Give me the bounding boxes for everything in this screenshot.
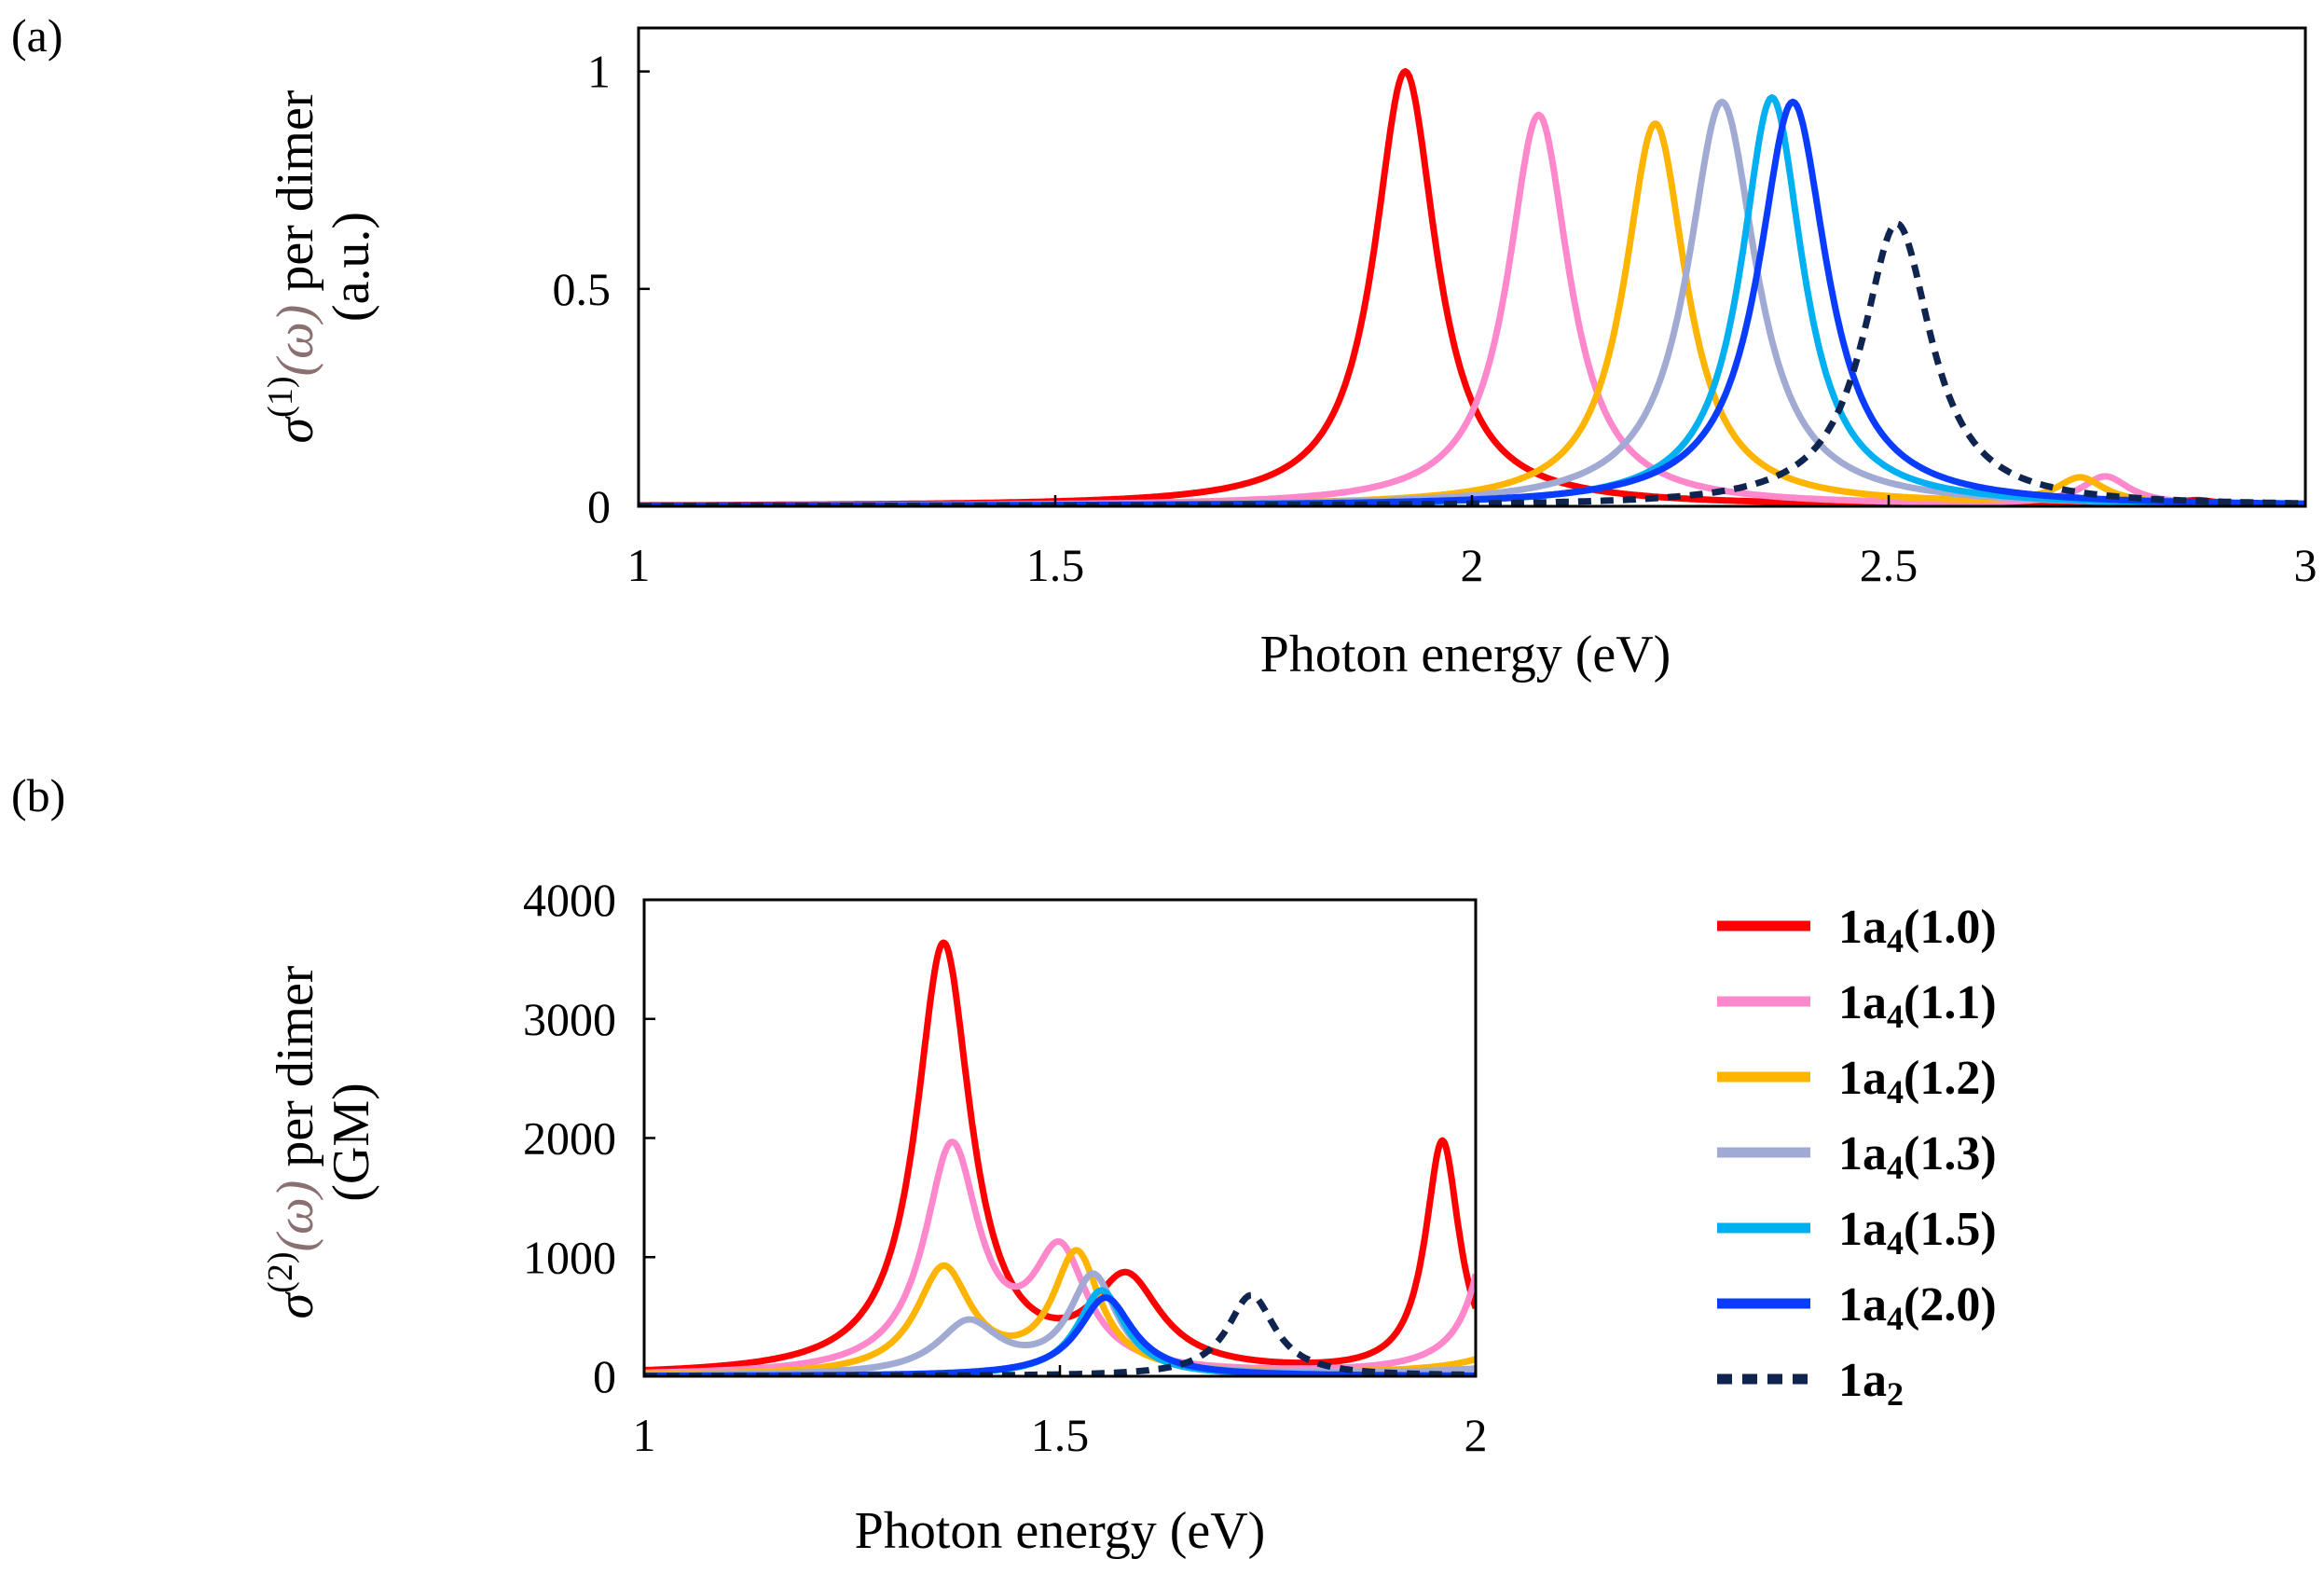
series-group-a — [639, 68, 2305, 506]
x-tick-label-b: 1 — [633, 1409, 656, 1461]
series-line-a-1a4-1-0 — [639, 68, 2305, 506]
y-axis-unit-a: (a.u.) — [323, 212, 380, 322]
y-axis-title-b: σ(2)(ω) per dimer — [261, 965, 324, 1318]
y-axis-argument: (ω) — [267, 305, 324, 377]
y-tick-label-a: 0 — [587, 480, 611, 532]
plot-frame-a — [637, 26, 2307, 508]
series-line-b-1a4-1-0 — [644, 939, 1476, 1373]
y-axis-order: (2) — [261, 1252, 300, 1293]
y-axis-text: per dimer — [267, 965, 324, 1180]
x-tick-label-a: 1.5 — [1026, 539, 1085, 591]
y-axis-symbol: σ — [267, 1290, 324, 1318]
x-axis-title-b: Photon energy (eV) — [855, 1502, 1266, 1560]
legend-label-3: 1a4(1.3) — [1838, 1127, 1997, 1186]
x-tick-label-b: 1.5 — [1031, 1409, 1090, 1461]
series-line-a-1a4-1-5 — [639, 94, 2305, 506]
x-tick-label-b: 2 — [1465, 1409, 1488, 1461]
x-tick-label-a: 1 — [627, 539, 651, 591]
y-axis-text: per dimer — [267, 90, 324, 304]
series-line-a-1a4-2-0 — [639, 98, 2305, 506]
x-tick-label-a: 2.5 — [1860, 539, 1918, 591]
y-tick-label-b: 4000 — [523, 874, 616, 926]
x-axis-title-a: Photon energy (eV) — [1260, 626, 1671, 683]
legend-label-2: 1a4(1.2) — [1838, 1052, 1997, 1111]
legend-label-0: 1a4(1.0) — [1838, 901, 1997, 959]
y-tick-label-b: 1000 — [523, 1231, 616, 1283]
chart-b: 1 1.5 2 0 1000 2000 3000 4000 Photon energy (eV)… — [261, 874, 1488, 1560]
chart-a: 1 1.5 2 2.5 3 0 0.5 1 Photon energy (eV) σ(1)(ω) … — [261, 26, 2317, 683]
series-line-b-1a4-1-1 — [644, 1138, 1476, 1376]
series-group-b — [644, 939, 1476, 1376]
y-tick-label-b: 3000 — [523, 993, 616, 1045]
series-line-a-1a4-1-2 — [639, 120, 2305, 506]
y-axis-argument: (ω) — [267, 1180, 324, 1252]
y-axis-title-a: σ(1)(ω) per dimer — [261, 90, 324, 443]
y-axis-order: (1) — [261, 377, 300, 418]
x-tick-label-a: 2 — [1461, 539, 1484, 591]
legend-label-6: 1a2 — [1838, 1354, 1904, 1413]
panel-b-label: (b) — [11, 769, 65, 821]
legend-label-1: 1a4(1.1) — [1838, 976, 1997, 1035]
legend-label-4: 1a4(1.5) — [1838, 1203, 1997, 1262]
legend-label-5: 1a4(2.0) — [1838, 1278, 1997, 1337]
y-axis-symbol: σ — [267, 415, 324, 443]
x-tick-label-a: 3 — [2294, 539, 2317, 591]
series-line-b-1a4-1-2 — [644, 1247, 1476, 1376]
panel-a-label: (a) — [11, 9, 63, 62]
y-axis-unit-b: (GM) — [323, 1083, 380, 1202]
series-line-a-1a4-1-3 — [639, 98, 2305, 506]
y-tick-label-b: 2000 — [523, 1112, 616, 1165]
series-line-a-1a4-1-1 — [639, 111, 2305, 506]
y-tick-label-a: 1 — [587, 46, 611, 98]
plot-frame-b — [642, 898, 1478, 1378]
legend: 1a4(1.0) 1a4(1.1) 1a4(1.2) 1a4(1.3) 1a4(1.5)… — [1717, 901, 1997, 1413]
y-tick-label-b: 0 — [593, 1350, 616, 1402]
y-tick-label-a: 0.5 — [553, 263, 612, 315]
series-line-a-1a2 — [639, 220, 2305, 506]
